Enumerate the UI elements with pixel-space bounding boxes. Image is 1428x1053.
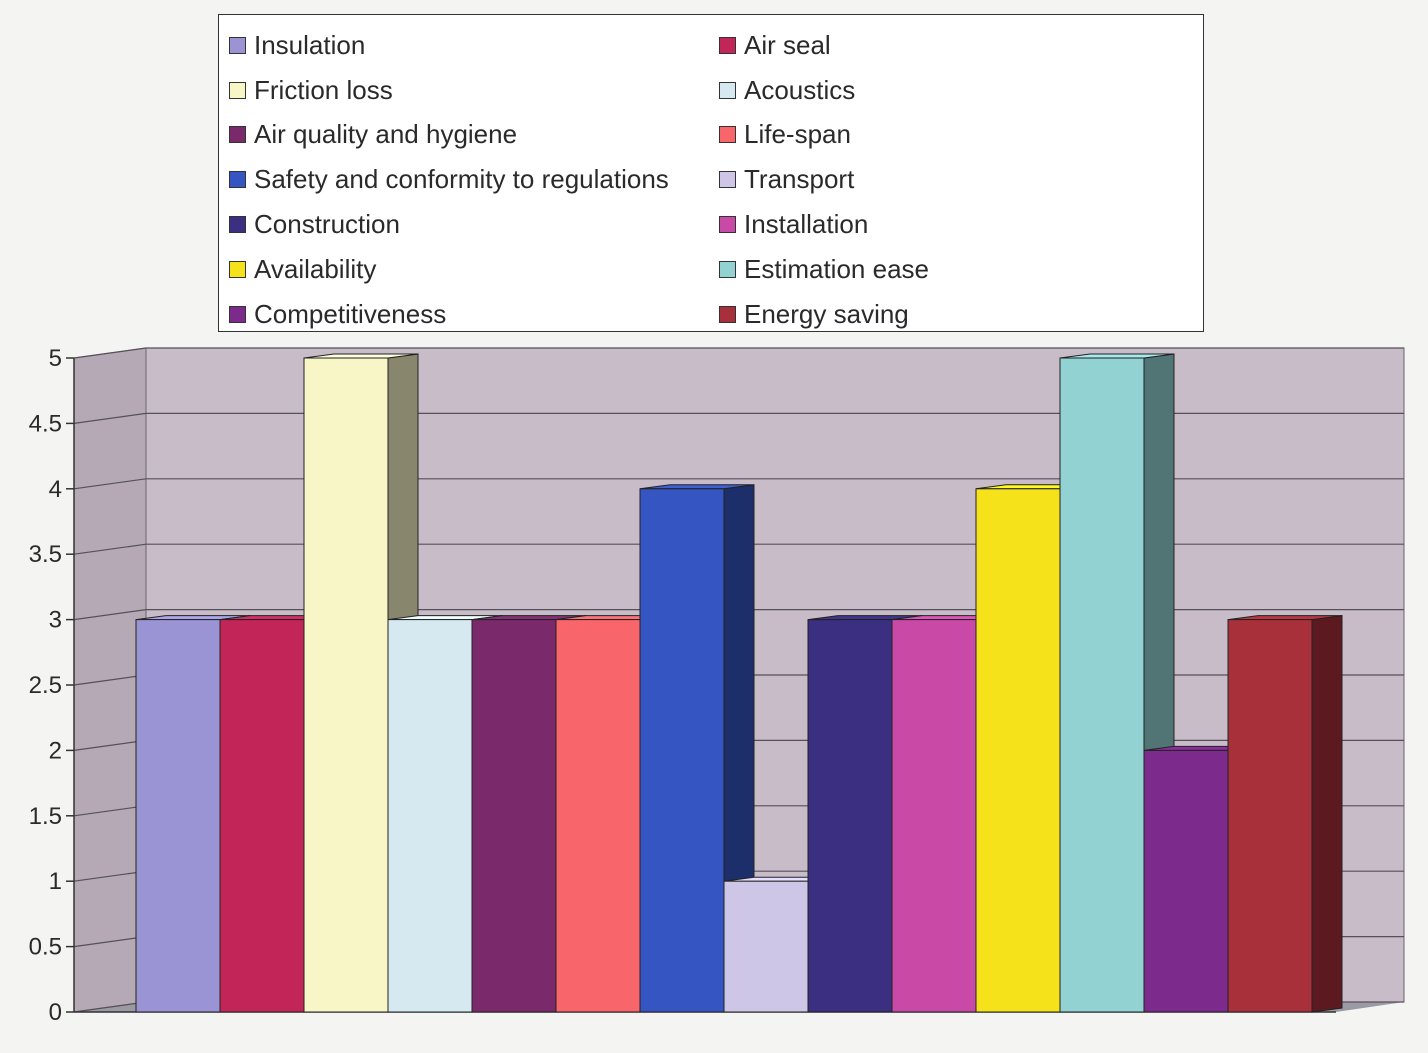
legend-label: Life-span [744, 119, 851, 150]
bar-front [807, 619, 893, 1013]
gridline [73, 412, 1404, 424]
legend-item: Acoustics [719, 68, 929, 113]
legend-item: Construction [229, 202, 669, 247]
gridline [73, 478, 1404, 490]
legend-item: Transport [719, 157, 929, 202]
legend-item: Installation [719, 202, 929, 247]
legend-item: Safety and conformity to regulations [229, 157, 669, 202]
legend-label: Air seal [744, 29, 831, 60]
bars [135, 353, 1343, 1013]
bar-front [639, 488, 725, 1013]
legend-swatch [229, 81, 246, 99]
legend-item: Air quality and hygiene [229, 113, 669, 158]
legend-label: Air quality and hygiene [254, 119, 518, 150]
bar-front [723, 880, 809, 1013]
legend-label: Safety and conformity to regulations [254, 164, 669, 195]
legend-column-right: Air seal Acoustics Life-span Transport Insta… [719, 23, 929, 337]
legend-label: Energy saving [744, 298, 909, 329]
bar-front [1227, 619, 1313, 1013]
y-tick-label: 1 [49, 868, 62, 895]
legend: Insulation Friction loss Air quality and h… [218, 14, 1204, 332]
bar-front [1059, 357, 1145, 1013]
legend-column-left: Insulation Friction loss Air quality and h… [229, 23, 669, 337]
legend-swatch [229, 260, 246, 278]
y-tick-label: 0.5 [29, 934, 62, 961]
legend-swatch [719, 36, 736, 54]
bar-front [303, 357, 389, 1013]
legend-swatch [229, 36, 246, 54]
legend-swatch [229, 171, 246, 189]
y-tick-label: 2.5 [29, 672, 62, 699]
legend-label: Availability [254, 253, 377, 284]
bar-front [891, 619, 977, 1013]
legend-item: Estimation ease [719, 247, 929, 292]
legend-label: Insulation [254, 29, 366, 60]
legend-swatch [719, 305, 736, 323]
legend-item: Air seal [719, 23, 929, 68]
legend-item: Insulation [229, 23, 669, 68]
legend-label: Transport [744, 164, 855, 195]
legend-swatch [719, 126, 736, 144]
legend-swatch [719, 216, 736, 234]
bar-front [387, 619, 473, 1013]
bar-front [1143, 749, 1229, 1013]
legend-swatch [719, 171, 736, 189]
y-tick-label: 4 [49, 476, 62, 503]
bar-front [219, 619, 305, 1013]
y-tick-label: 1.5 [29, 803, 62, 830]
y-tick-label: 3 [49, 607, 62, 634]
legend-label: Competitiveness [254, 298, 447, 329]
legend-label: Acoustics [744, 74, 856, 105]
legend-swatch [229, 305, 246, 323]
bar-front [555, 619, 641, 1013]
legend-swatch [229, 216, 246, 234]
bar-front [975, 488, 1061, 1013]
legend-label: Construction [254, 209, 400, 240]
bar-side [1311, 615, 1343, 1013]
y-tick-label: 3.5 [29, 541, 62, 568]
legend-swatch [719, 260, 736, 278]
legend-label: Installation [744, 209, 869, 240]
bar-energy-saving [1227, 615, 1343, 1013]
legend-label: Estimation ease [744, 253, 929, 284]
legend-item: Life-span [719, 113, 929, 158]
legend-item: Availability [229, 247, 669, 292]
y-tick-label: 0 [49, 999, 62, 1026]
gridline [73, 347, 1404, 359]
legend-swatch [229, 126, 246, 144]
y-tick-label: 2 [49, 737, 62, 764]
legend-item: Competitiveness [229, 292, 669, 337]
bar-front [135, 619, 221, 1013]
y-tick-label: 5 [49, 345, 62, 372]
legend-swatch [719, 81, 736, 99]
legend-item: Energy saving [719, 292, 929, 337]
legend-item: Friction loss [229, 68, 669, 113]
y-tick-label: 4.5 [29, 410, 62, 437]
bar-front [471, 619, 557, 1013]
legend-label: Friction loss [254, 74, 393, 105]
